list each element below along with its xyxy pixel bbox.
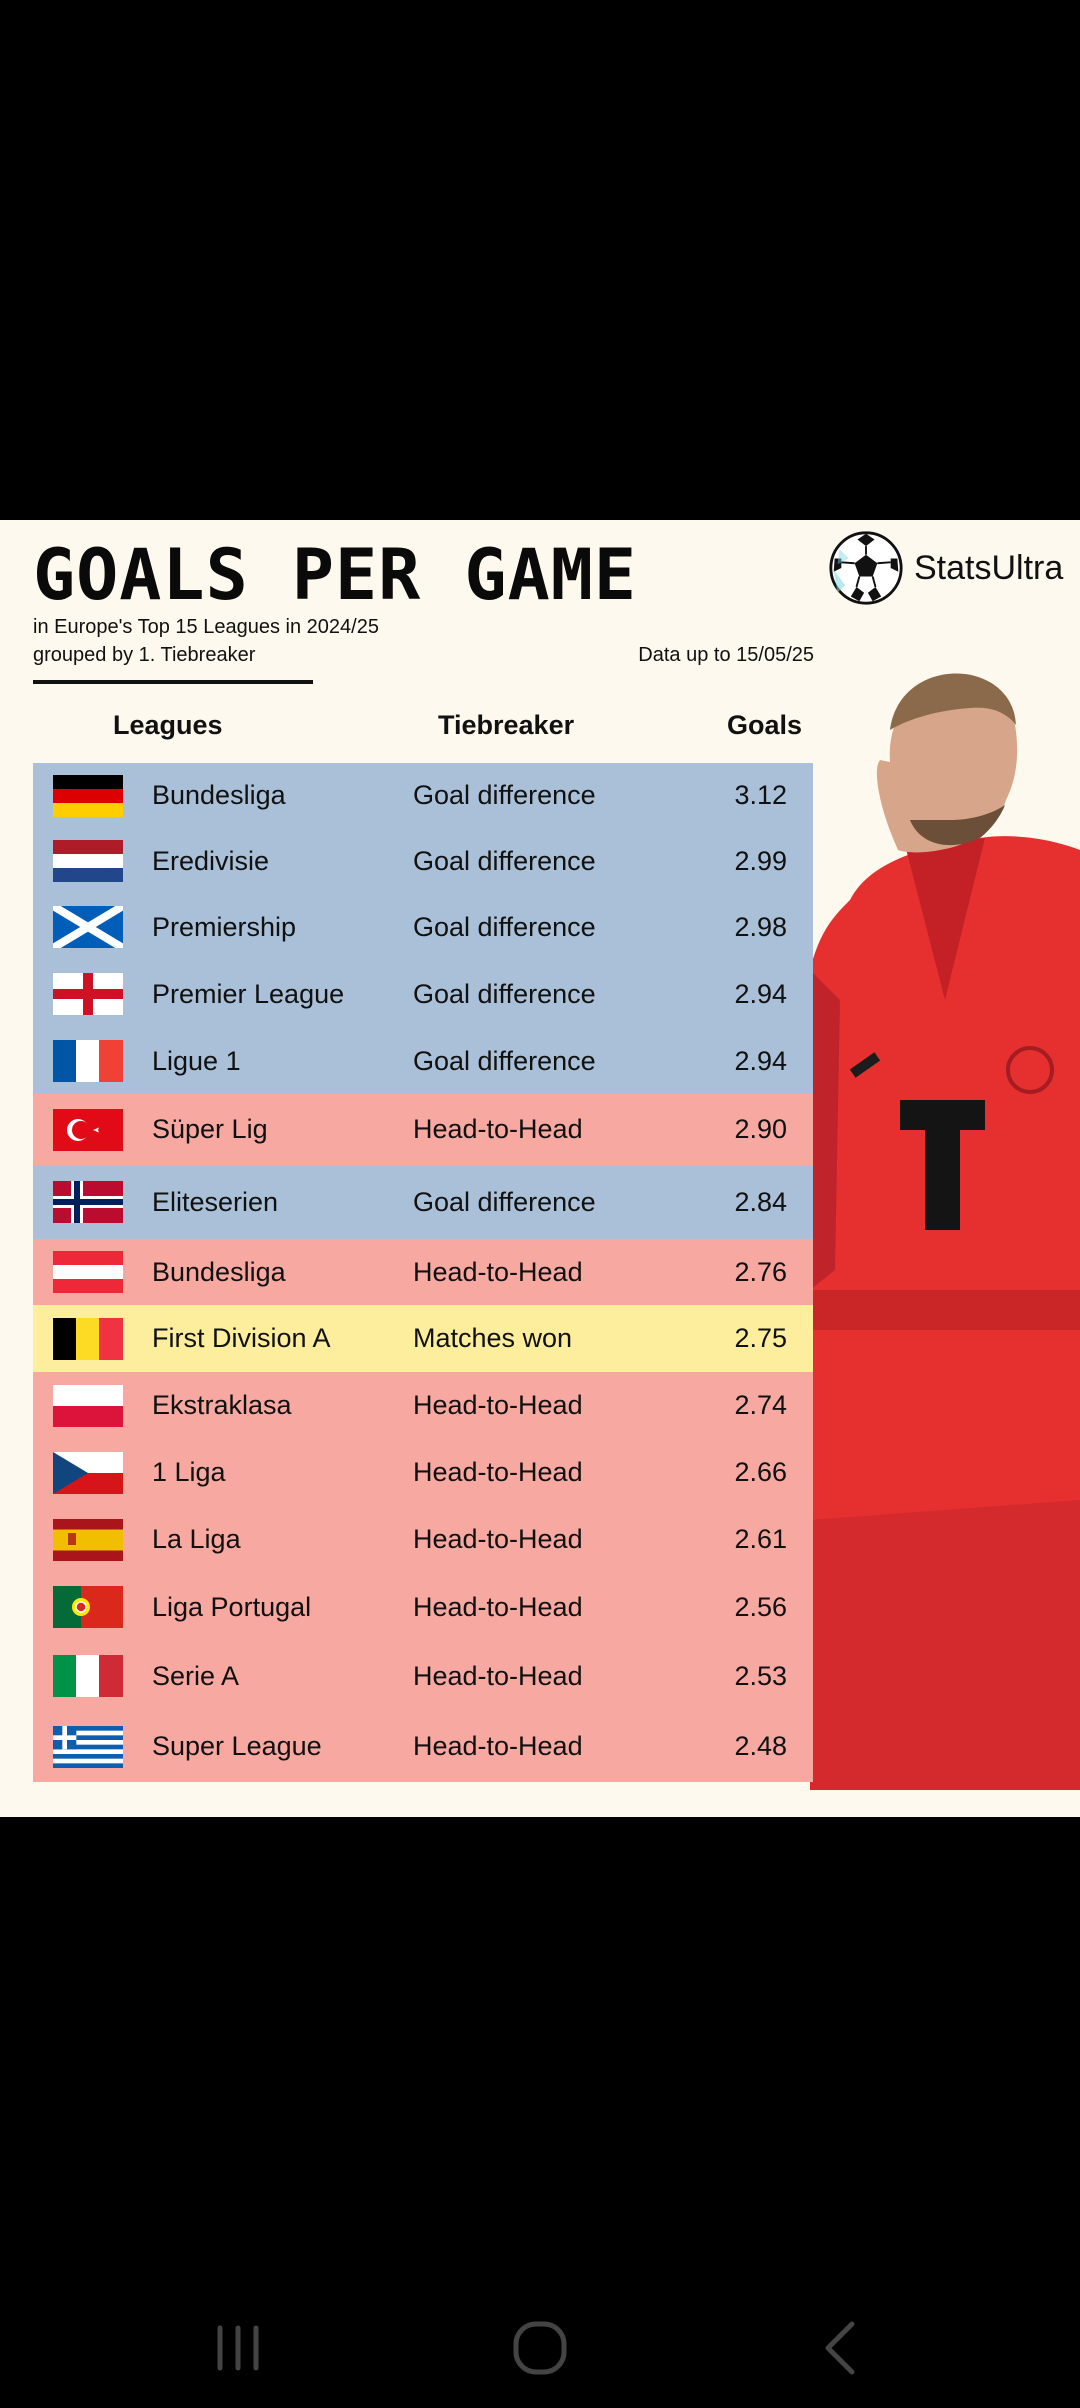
netherlands-flag-icon	[53, 840, 123, 882]
goals-value: 2.53	[734, 1660, 787, 1691]
tiebreaker-value: Goal difference	[413, 1045, 596, 1076]
title-underline	[33, 680, 313, 684]
league-name: 1 Liga	[152, 1457, 226, 1487]
goals-value: 2.99	[734, 845, 787, 876]
goals-value: 2.94	[734, 1045, 787, 1076]
back-icon[interactable]	[812, 2318, 872, 2378]
table-row: Bundesliga Goal difference 3.12	[33, 763, 813, 828]
goals-value: 2.75	[734, 1323, 787, 1353]
tiebreaker-value: Head-to-Head	[413, 1457, 583, 1487]
table-row: Eredivisie Goal difference 2.99	[33, 828, 813, 894]
league-name: Eliteserien	[152, 1186, 279, 1217]
poland-flag-icon	[53, 1384, 123, 1427]
england-flag-icon	[53, 973, 123, 1015]
tiebreaker-value: Goal difference	[413, 978, 596, 1009]
scotland-flag-icon	[53, 906, 123, 948]
page-title: GOALS PER GAME	[33, 534, 638, 616]
greece-flag-icon	[53, 1725, 123, 1768]
goals-value: 2.84	[734, 1186, 787, 1217]
tiebreaker-value: Head-to-Head	[413, 1256, 583, 1287]
league-name: Premiership	[152, 911, 297, 942]
league-name: Eredivisie	[152, 845, 270, 876]
table-row: Ligue 1 Goal difference 2.94	[33, 1028, 813, 1094]
tiebreaker-value: Goal difference	[413, 780, 596, 810]
player-image	[810, 673, 1080, 1817]
infographic[interactable]: GOALS PER GAME in Europe's Top 15 League…	[0, 520, 1080, 1817]
table-header: Leagues Tiebreaker Goals	[33, 710, 813, 750]
table-row: Liga Portugal Head-to-Head 2.56	[33, 1573, 813, 1641]
table-row: Premiership Goal difference 2.98	[33, 894, 813, 960]
tiebreaker-value: Head-to-Head	[413, 1524, 583, 1554]
recents-icon[interactable]	[208, 2318, 268, 2378]
tiebreaker-value: Goal difference	[413, 1186, 596, 1217]
brand-name: StatsUltra	[914, 548, 1064, 587]
goals-value: 2.56	[734, 1591, 787, 1622]
goals-value: 2.98	[734, 911, 787, 942]
tiebreaker-value: Goal difference	[413, 911, 596, 942]
soccer-ball-icon	[829, 531, 903, 605]
table-row: Premier League Goal difference 2.94	[33, 960, 813, 1028]
league-name: Bundesliga	[152, 1256, 286, 1287]
table-row: Ekstraklasa Head-to-Head 2.74	[33, 1372, 813, 1439]
goals-value: 2.66	[734, 1457, 787, 1487]
league-table: Bundesliga Goal difference 3.12 Eredivis…	[33, 763, 813, 1782]
tiebreaker-value: Head-to-Head	[413, 1114, 583, 1144]
league-name: La Liga	[152, 1524, 241, 1554]
table-row: Serie A Head-to-Head 2.53	[33, 1641, 813, 1711]
table-row: First Division A Matches won 2.75	[33, 1305, 813, 1372]
column-header-tiebreaker: Tiebreaker	[438, 710, 575, 740]
league-name: Premier League	[152, 978, 345, 1009]
goals-value: 3.12	[734, 780, 787, 810]
portugal-flag-icon	[53, 1586, 123, 1628]
goals-value: 2.94	[734, 978, 787, 1009]
tiebreaker-value: Goal difference	[413, 845, 596, 876]
france-flag-icon	[53, 1040, 123, 1082]
column-header-leagues: Leagues	[113, 710, 223, 740]
league-name: Serie A	[152, 1660, 240, 1691]
system-navigation-bar	[0, 2300, 1080, 2408]
italy-flag-icon	[53, 1655, 123, 1697]
table-row: Bundesliga Head-to-Head 2.76	[33, 1239, 813, 1305]
league-name: Liga Portugal	[152, 1591, 312, 1622]
czechia-flag-icon	[53, 1451, 123, 1494]
column-header-goals: Goals	[727, 710, 803, 740]
table-row: La Liga Head-to-Head 2.61	[33, 1506, 813, 1573]
tiebreaker-value: Matches won	[413, 1323, 573, 1353]
table-row: Eliteserien Goal difference 2.84	[33, 1165, 813, 1239]
data-date-note: Data up to 15/05/25	[638, 644, 814, 666]
norway-flag-icon	[53, 1181, 123, 1223]
league-name: Bundesliga	[152, 780, 286, 810]
goals-value: 2.48	[734, 1731, 787, 1761]
table-row: Süper Lig Head-to-Head 2.90	[33, 1094, 813, 1165]
germany-flag-icon	[53, 774, 123, 817]
league-name: Ligue 1	[152, 1045, 241, 1076]
goals-value: 2.76	[734, 1256, 787, 1287]
league-name: Super League	[152, 1731, 322, 1761]
tiebreaker-value: Head-to-Head	[413, 1731, 583, 1761]
turkey-flag-icon	[53, 1108, 123, 1151]
table-row: Super League Head-to-Head 2.48	[33, 1711, 813, 1782]
subtitle: in Europe's Top 15 Leagues in 2024/25	[33, 616, 379, 638]
league-name: Ekstraklasa	[152, 1390, 292, 1420]
tiebreaker-value: Head-to-Head	[413, 1390, 583, 1420]
spain-flag-icon	[53, 1518, 123, 1561]
grouping-note: grouped by 1. Tiebreaker	[33, 644, 256, 666]
belgium-flag-icon	[53, 1317, 123, 1360]
league-name: First Division A	[152, 1323, 331, 1353]
brand-logo: StatsUltra	[828, 530, 1063, 606]
tiebreaker-value: Head-to-Head	[413, 1591, 583, 1622]
home-icon[interactable]	[510, 2318, 570, 2378]
table-row: 1 Liga Head-to-Head 2.66	[33, 1439, 813, 1506]
austria-flag-icon	[53, 1251, 123, 1293]
goals-value: 2.74	[734, 1390, 787, 1420]
tiebreaker-value: Head-to-Head	[413, 1660, 583, 1691]
goals-value: 2.90	[734, 1114, 787, 1144]
goals-value: 2.61	[734, 1524, 787, 1554]
league-name: Süper Lig	[152, 1114, 268, 1144]
